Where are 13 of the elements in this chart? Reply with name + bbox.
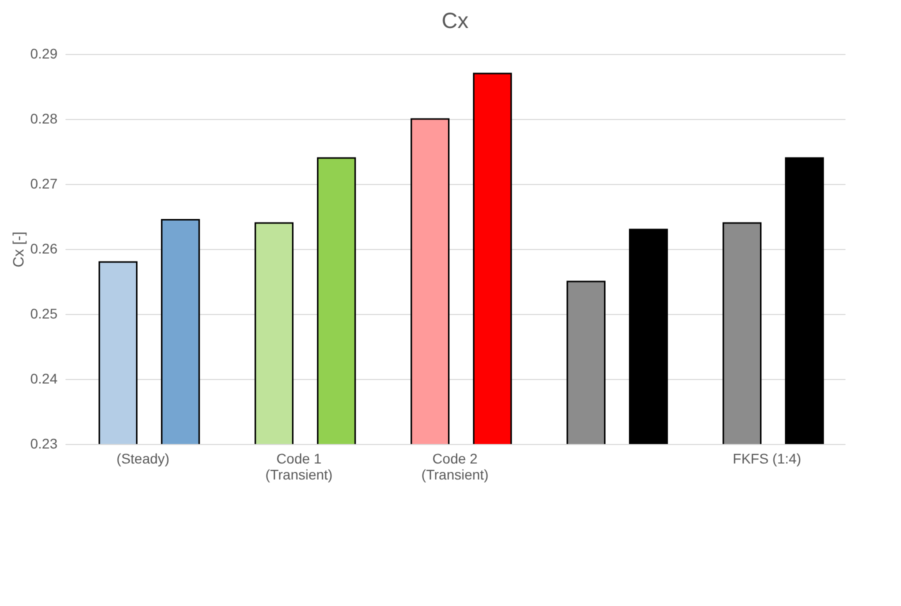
x-tick-label: Code 1 (Transient) (265, 450, 333, 482)
y-tick-label: 0.26 (30, 240, 58, 256)
y-tick-label: 0.25 (30, 306, 58, 322)
y-tick-label: 0.29 (30, 46, 58, 62)
y-tick-label: 0.28 (30, 110, 58, 126)
y-axis-title: Cx [-] (10, 232, 28, 268)
y-tick-label: 0.27 (30, 176, 58, 192)
x-tick-label: FKFS (1:4) (732, 450, 802, 466)
x-tick-label: (Steady) (116, 450, 170, 466)
chart-title: Cx (442, 8, 468, 33)
y-tick-label: 0.24 (30, 370, 58, 386)
y-tick-label: 0.23 (30, 436, 58, 452)
x-tick-label: Code 2 (Transient) (421, 450, 489, 482)
